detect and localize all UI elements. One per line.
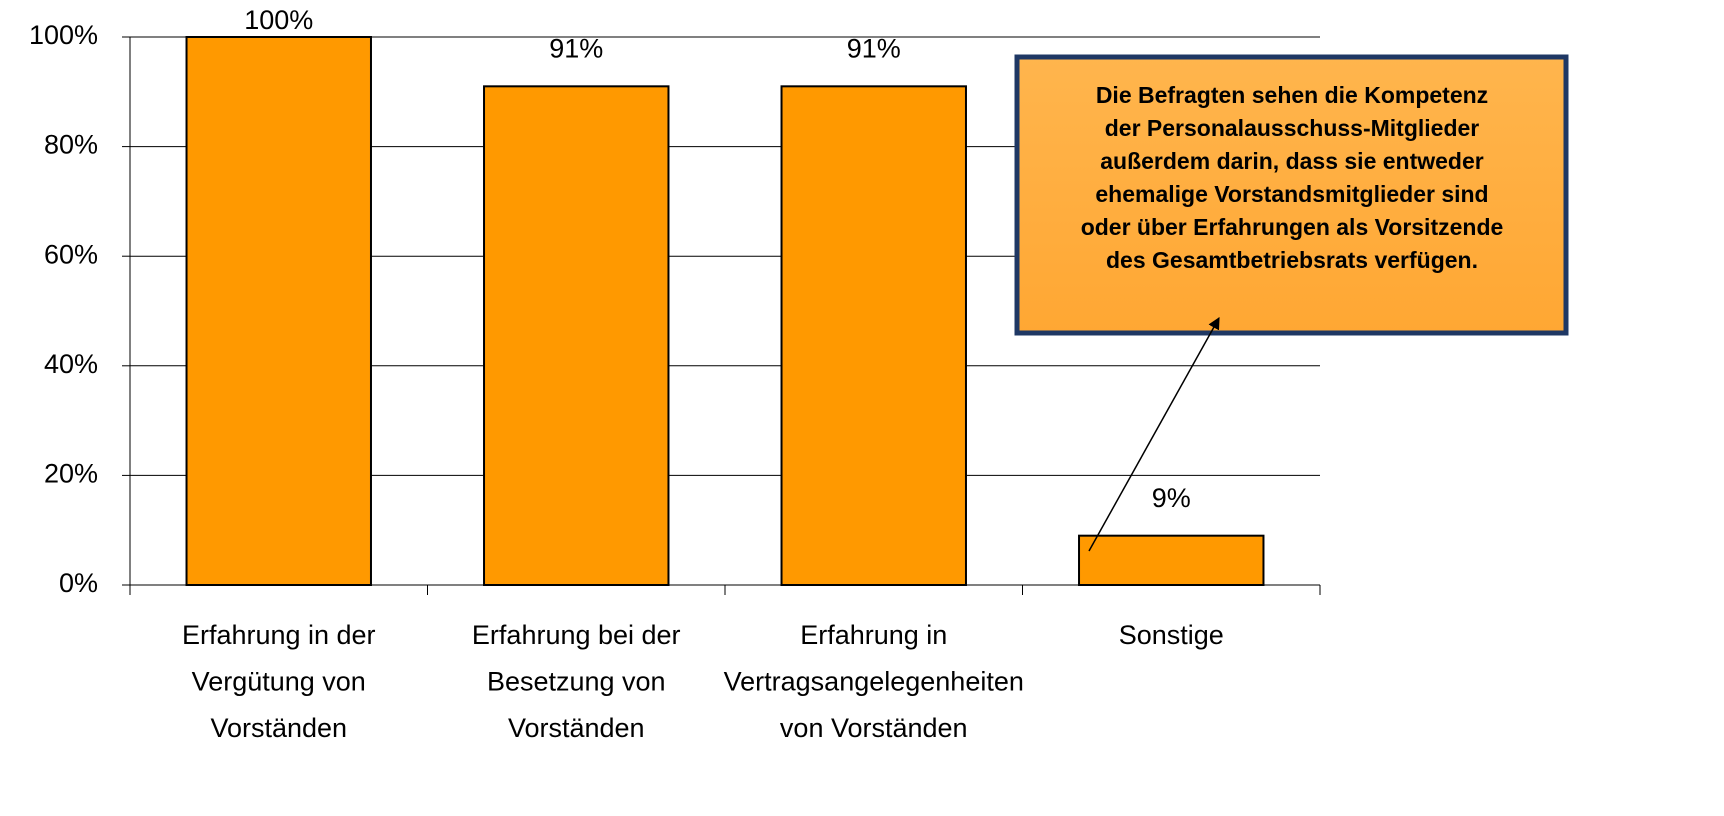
y-tick-label: 40% bbox=[44, 349, 98, 379]
x-tick-label: Erfahrung in bbox=[800, 620, 947, 650]
bar bbox=[1078, 534, 1265, 586]
annotation-text: außerdem darin, dass sie entweder bbox=[1100, 148, 1484, 174]
x-tick-label: Sonstige bbox=[1119, 620, 1224, 650]
annotation-box bbox=[1014, 54, 1569, 336]
x-tick-label: Besetzung von bbox=[487, 667, 666, 697]
annotation-arrow bbox=[1088, 316, 1220, 552]
annotation-text: des Gesamtbetriebsrats verfügen. bbox=[1106, 247, 1478, 273]
y-tick-label: 0% bbox=[59, 568, 98, 598]
annotation-text: oder über Erfahrungen als Vorsitzende bbox=[1081, 214, 1504, 240]
x-tick-label: Vorständen bbox=[508, 713, 645, 743]
y-tick-label: 20% bbox=[44, 459, 98, 489]
annotation-text: Die Befragten sehen die Kompetenz bbox=[1096, 82, 1488, 108]
y-tick-label: 60% bbox=[44, 239, 98, 269]
bar bbox=[780, 85, 967, 586]
value-label: 91% bbox=[847, 33, 901, 63]
x-tick-label: Vergütung von bbox=[192, 667, 366, 697]
y-tick-label: 80% bbox=[44, 130, 98, 160]
bar bbox=[483, 85, 670, 586]
x-tick-label: Vorständen bbox=[210, 713, 347, 743]
value-label: 100% bbox=[244, 5, 313, 35]
annotation-text: ehemalige Vorstandsmitglieder sind bbox=[1095, 181, 1488, 207]
x-tick-label: Vertragsangelegenheiten bbox=[724, 667, 1024, 697]
bar bbox=[185, 36, 372, 586]
y-tick-label: 100% bbox=[29, 20, 98, 50]
value-label: 9% bbox=[1152, 483, 1191, 513]
x-tick-label: von Vorständen bbox=[780, 713, 968, 743]
x-tick-label: Erfahrung bei der bbox=[472, 620, 681, 650]
value-label: 91% bbox=[549, 33, 603, 63]
annotation: Die Befragten sehen die Kompetenz der Per… bbox=[1014, 54, 1569, 336]
x-tick-label: Erfahrung in der bbox=[182, 620, 376, 650]
annotation-text: der Personalausschuss-Mitglieder bbox=[1105, 115, 1480, 141]
